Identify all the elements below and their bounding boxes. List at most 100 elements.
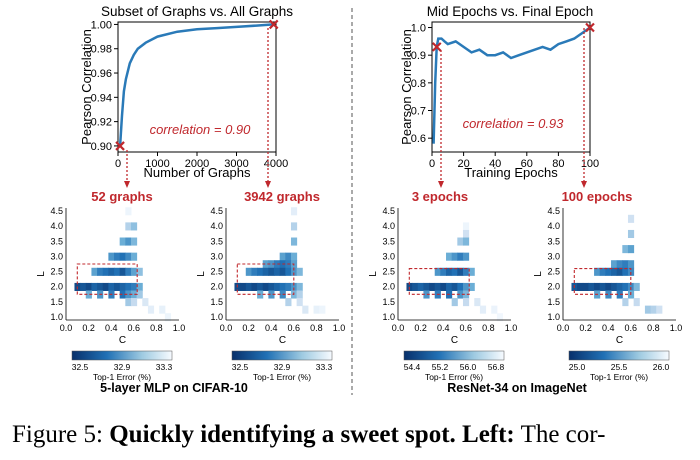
heatmap-cell [245,282,252,291]
sweet-spot-box [236,263,295,295]
x-tick-label: 0.2 [414,323,427,333]
heatmap-cell [423,282,430,291]
heatmap-cell [451,267,458,276]
colorbar [568,350,670,361]
heatmap-cell [290,222,298,231]
y-tick-label: 4.0 [50,221,63,231]
y-tick-label: 0.8 [411,78,426,90]
heatmap-cell [474,298,481,307]
heatmap-cell [599,282,606,291]
heatmap-cell [462,229,470,239]
heatmap-cell [446,282,453,291]
sweet-spot-box [408,267,470,295]
x-tick-label: 0.4 [265,323,278,333]
heatmap-cell [313,305,320,314]
y-tick-label: 0.9 [411,50,426,62]
heatmap-cell [611,260,618,269]
heatmap-cell [622,267,629,276]
x-tick-label: 0.0 [60,323,73,333]
line-panel-subset-graphs: Subset of Graphs vs. All Graphs 0.90 0.92… [79,4,293,180]
y-tick-label: 4.0 [382,221,395,231]
x-marker [585,22,595,33]
heatmap-cell [130,282,138,291]
colorbar-tick-label: 54.4 [404,362,421,372]
y-tick-label: 1.5 [547,297,560,307]
y-tick-label: 3.0 [50,251,63,261]
y-tick-label: 3.5 [210,236,223,246]
heatmap-cell [296,298,303,307]
heatmap-cell [468,267,475,276]
heatmap-cell [656,305,663,314]
heatmap-cell [85,282,92,291]
x-ticks: 0 20 40 60 80 100 [429,152,599,170]
y-tick-label: 0.98 [91,44,112,56]
heatmap-panel: 52 graphs 0.0 0.2 0.4 0.6 0.8 1.0 1.0 1.5 2.0 2.5 3… [36,189,185,382]
heatmap-cell [268,282,275,291]
y-tick-label: 2.5 [382,267,395,277]
colorbar-tick-label: 55.2 [432,362,449,372]
x-axis-label: Training Epochs [464,165,558,180]
x-tick-label: 0.8 [647,323,660,333]
y-tick-label: 1.00 [91,19,112,31]
y-tick-label: 0.92 [91,117,112,129]
heatmap-cell [594,267,601,276]
y-axis-label: L [196,271,207,277]
y-ticks: 0.90 0.92 0.94 0.96 0.98 1.00 [91,19,118,153]
y-tick-label: 0.90 [91,141,112,153]
x-tick-label: 0.0 [220,323,233,333]
heatmap-cell [262,260,269,269]
heatmap-cell [159,305,166,314]
y-tick-label: 3.0 [210,251,223,261]
heatmap-cell [451,282,458,291]
x-tick-label: 1000 [145,158,169,170]
figure-caption: Figure 5: Quickly identifying a sweet sp… [12,421,692,449]
heatmap-cell [102,282,109,291]
heatmap-cell [125,222,132,231]
y-tick-label: 1.0 [411,23,426,35]
heatmap-cell [279,252,286,261]
heatmap-cell [627,229,635,239]
heatmap-cell [257,282,264,291]
panel-title: Subset of Graphs vs. All Graphs [101,4,293,19]
heatmap-cell [319,305,326,314]
heatmap-cell [451,252,458,261]
link-arrows [124,28,587,188]
y-ticks: 0.6 0.7 0.8 0.9 1.0 [411,23,432,145]
y-axis-label: Pearson Correlation [79,29,94,145]
line-panel-mid-epochs: Mid Epochs vs. Final Epoch 0.6 0.7 0.8 0.9 1… [399,4,599,180]
x-tick-label: 100 [581,158,599,170]
colorbar-tick-label: 32.9 [114,362,131,372]
group-label-left: 5-layer MLP on CIFAR-10 [100,381,248,395]
heatmap-cell [290,267,298,276]
heatmap-cell [417,282,424,291]
plot-frame [431,21,591,153]
heatmap-cell [97,267,104,276]
heatmap-cell [240,282,247,291]
sweet-spot-box [573,267,632,295]
heatmap-cell [91,282,98,291]
heatmap-cell [268,260,275,269]
heatmap-cell [434,267,441,276]
y-tick-label: 1.0 [547,312,560,322]
heatmap-cell [616,267,623,276]
arrowhead [581,181,587,188]
y-tick-label: 2.0 [210,282,223,292]
heatmap-cell [491,305,498,314]
y-tick-label: 2.5 [210,267,223,277]
x-axis-label: C [119,335,126,346]
heatmap-cell [290,237,298,246]
heatmap-cell [462,298,470,307]
heatmap-cell [130,252,138,261]
arrowhead [265,181,271,188]
heatmap-cell [130,290,138,299]
heatmap-cell [644,305,652,314]
heatmap-title: 3942 graphs [244,189,320,204]
y-axis-label: L [368,271,379,277]
heatmap-cell [274,267,281,276]
heatmap-cell [130,267,138,276]
heatmap-cell [616,260,623,269]
x-tick-label: 0.8 [150,323,163,333]
x-marker [268,19,279,30]
heatmap-cell [446,252,453,261]
heatmap-cell [257,267,264,276]
